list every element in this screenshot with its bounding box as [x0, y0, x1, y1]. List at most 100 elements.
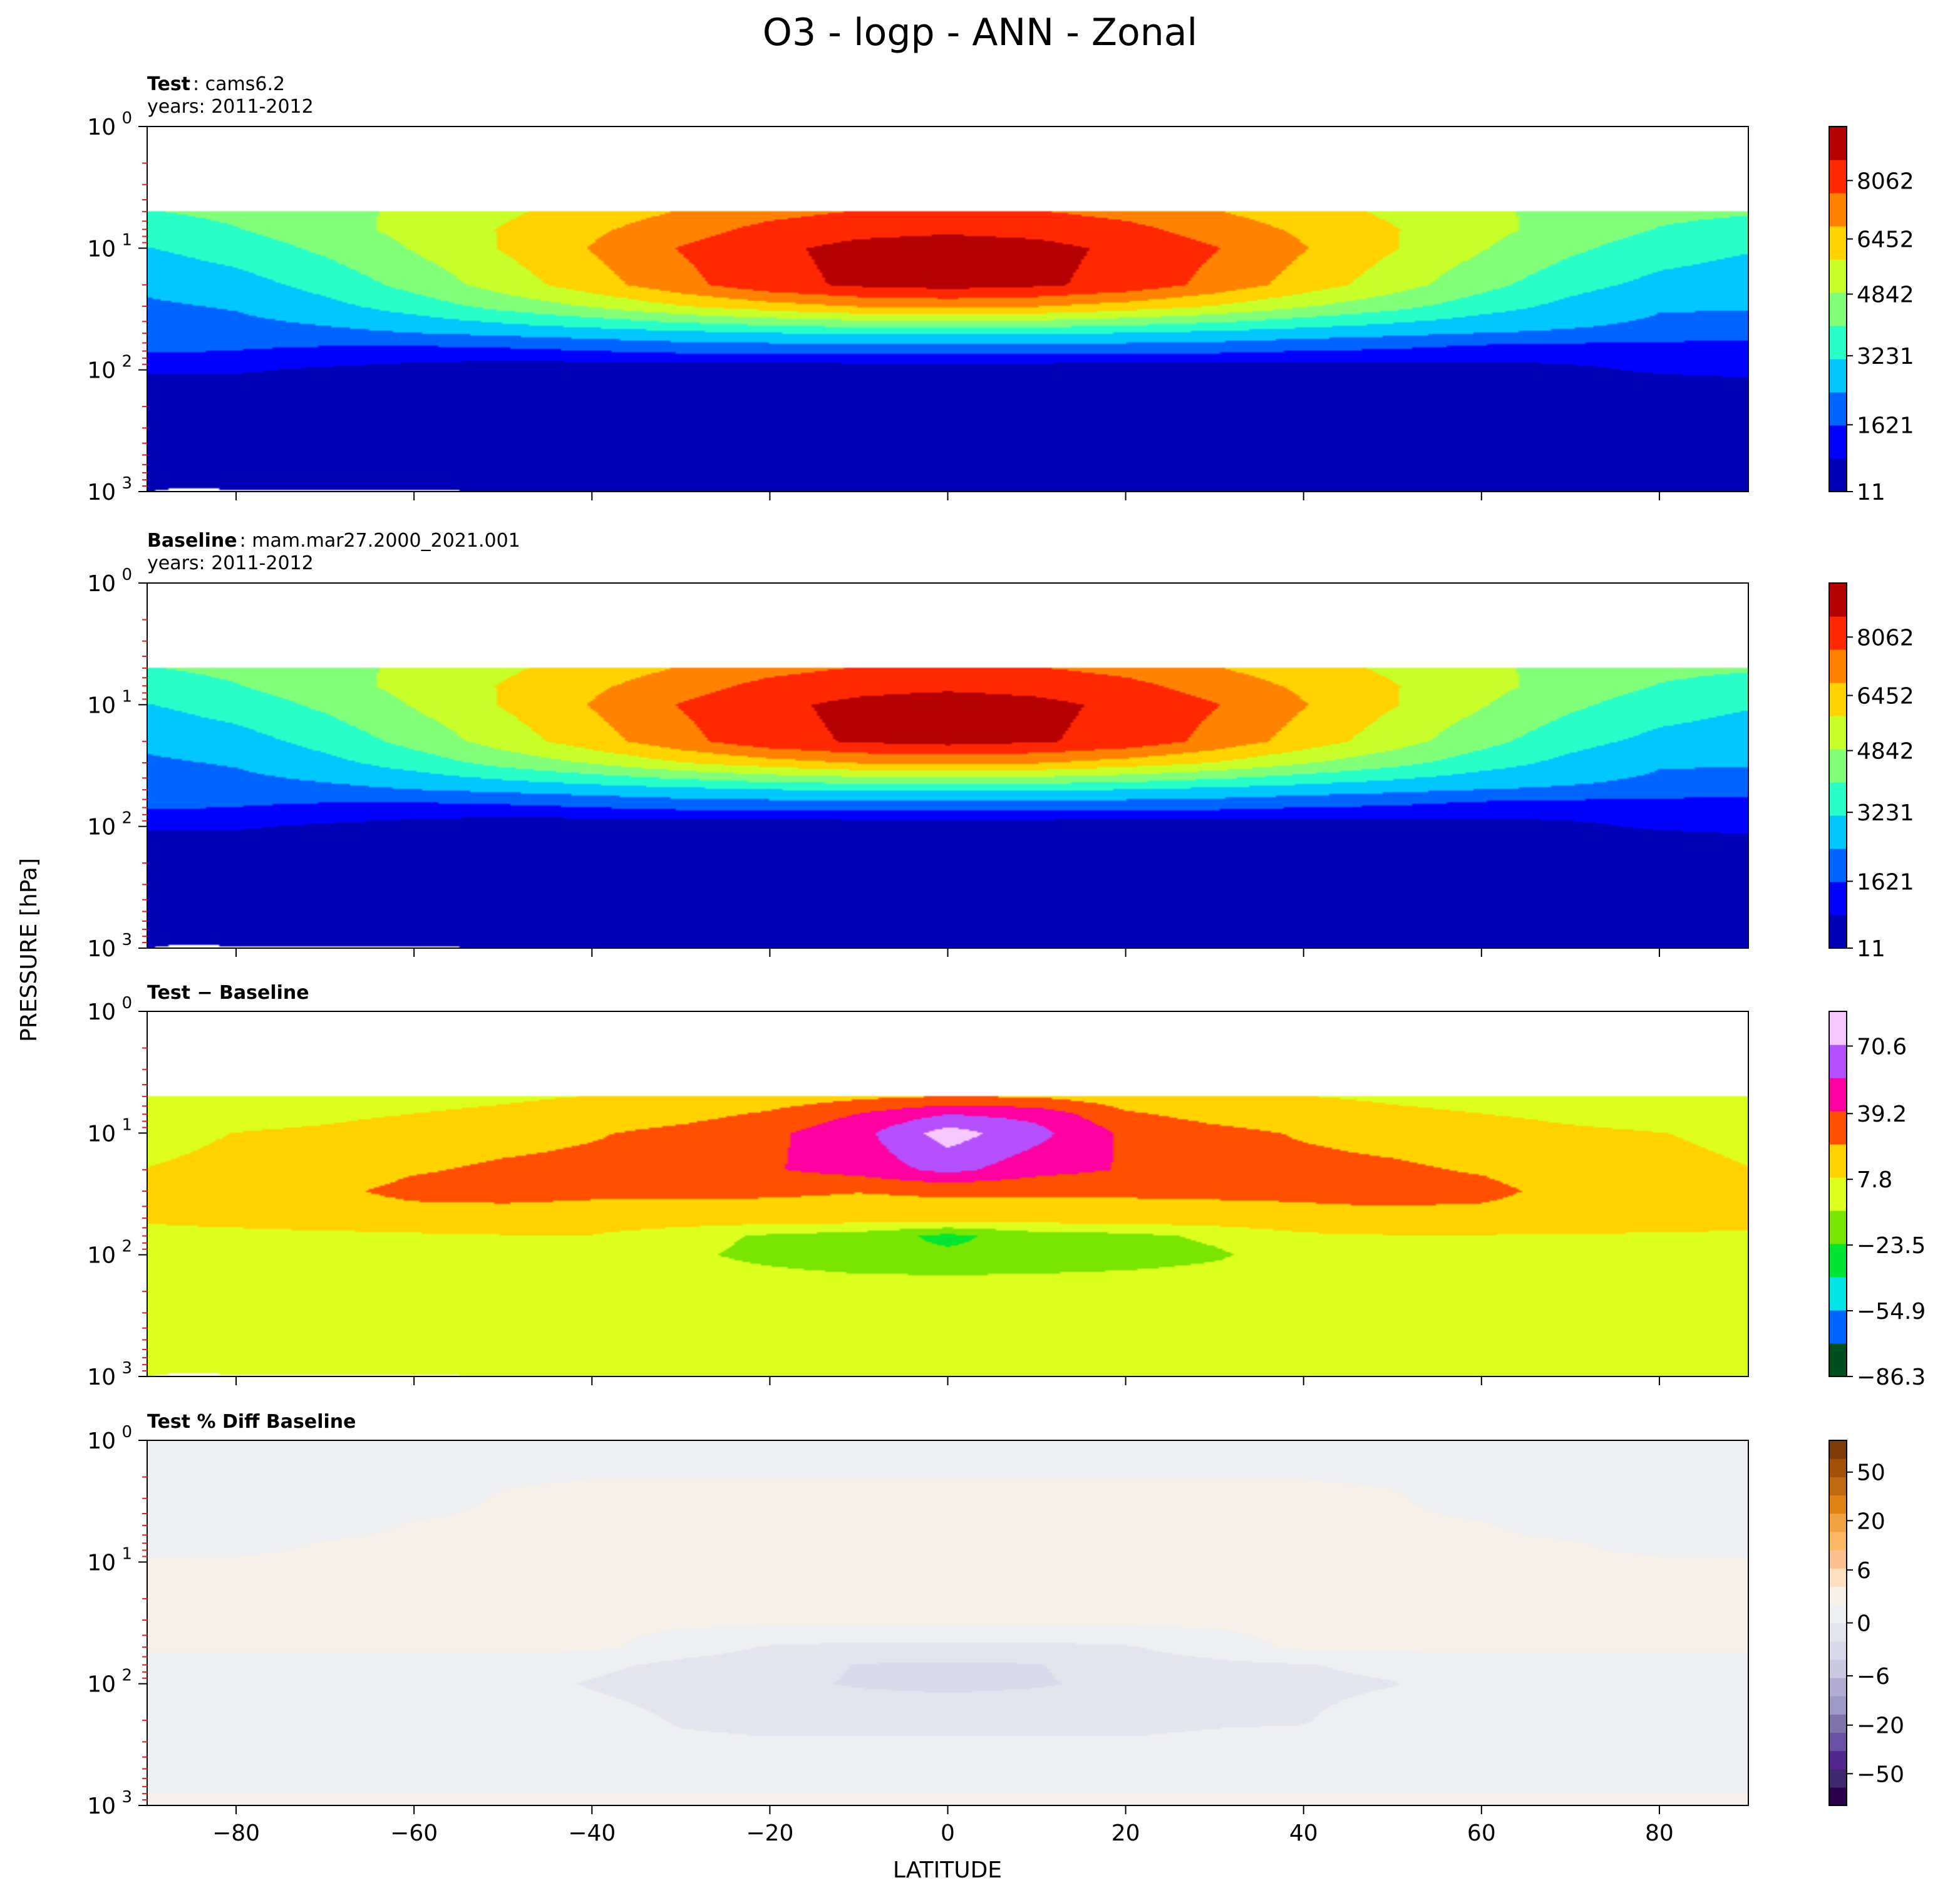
y-tick-label: 10	[87, 1243, 116, 1269]
colorbar-swatch	[1829, 1623, 1847, 1642]
y-tick-exponent: 2	[121, 1666, 132, 1685]
y-tick-label: 10	[87, 936, 116, 962]
x-tick-label: −40	[568, 1820, 616, 1846]
colorbar-swatch	[1829, 1586, 1847, 1605]
y-tick-base: 10	[87, 815, 116, 840]
colorbar-tick-label: 6	[1857, 1558, 1871, 1584]
colorbar-swatch	[1829, 849, 1847, 882]
contour-field	[147, 1011, 1748, 1376]
colorbar-tick-label: 3231	[1857, 344, 1914, 369]
colorbar-swatch	[1829, 1787, 1847, 1806]
y-tick-label: 10	[87, 1794, 116, 1819]
y-tick-base: 10	[87, 693, 116, 718]
colorbar-tick-label: 11	[1857, 480, 1885, 505]
colorbar-swatch	[1829, 359, 1847, 393]
y-tick-base: 10	[87, 1672, 116, 1698]
y-tick-label: 10	[87, 1550, 116, 1576]
colorbar-frame	[1828, 1011, 1847, 1377]
colorbar-swatch	[1829, 292, 1847, 326]
panel-title-bold: Test % Diff Baseline	[147, 1411, 356, 1433]
colorbar-tick-label: 50	[1857, 1460, 1885, 1486]
colorbar-tick-label: 20	[1857, 1509, 1885, 1534]
colorbar-tick-label: 0	[1857, 1611, 1871, 1637]
colorbar-tick-label: 8062	[1857, 625, 1914, 651]
colorbar-swatch	[1829, 683, 1847, 716]
colorbar-swatch	[1829, 915, 1847, 949]
y-tick-base: 10	[87, 999, 116, 1025]
y-tick-label: 10	[87, 480, 116, 505]
colorbar-swatch	[1829, 1011, 1847, 1045]
y-tick-label: 10	[87, 693, 116, 718]
colorbar-swatch	[1829, 1440, 1847, 1459]
colorbar-swatch	[1829, 1244, 1847, 1278]
x-tick-label: −20	[746, 1820, 793, 1846]
colorbar-tick-label: 1621	[1857, 413, 1914, 438]
colorbar-swatch	[1829, 649, 1847, 683]
colorbar-tick-label: 4842	[1857, 282, 1914, 308]
y-tick-exponent: 3	[121, 474, 132, 493]
colorbar-tick-label: −50	[1857, 1762, 1904, 1787]
x-tick-label: 20	[1112, 1820, 1140, 1846]
colorbar-swatch	[1829, 1659, 1847, 1678]
colorbar-tick-label: −54.9	[1857, 1299, 1926, 1324]
colorbar-swatch	[1829, 1513, 1847, 1532]
colorbar-tick-label: 7.8	[1857, 1167, 1892, 1193]
colorbar-swatch	[1829, 1211, 1847, 1244]
y-tick-base: 10	[87, 480, 116, 505]
x-tick-label: 0	[941, 1820, 955, 1846]
y-tick-base: 10	[87, 358, 116, 384]
colorbar-swatch	[1829, 1677, 1847, 1696]
colorbar-swatch	[1829, 1732, 1847, 1752]
y-tick-exponent: 2	[121, 809, 132, 828]
y-tick-exponent: 0	[121, 565, 132, 584]
y-tick-exponent: 2	[121, 353, 132, 371]
colorbar-swatch	[1829, 749, 1847, 783]
contour-field	[147, 126, 1748, 492]
panel-baseline: Baseline: mam.mar27.2000_2021.001years: …	[87, 530, 1914, 962]
colorbar-swatch	[1829, 1045, 1847, 1078]
colorbar-swatch	[1829, 1568, 1847, 1587]
y-tick-exponent: 0	[121, 109, 132, 128]
y-tick-label: 10	[87, 1121, 116, 1147]
y-tick-label: 10	[87, 1365, 116, 1390]
panel-subtitle: years: 2011-2012	[147, 552, 314, 574]
panel-title-bold: Test − Baseline	[147, 982, 309, 1004]
y-tick-base: 10	[87, 1794, 116, 1819]
colorbar: 8062 6452 4842 3231 1621 11	[1828, 582, 1914, 962]
colorbar-swatch	[1829, 716, 1847, 750]
colorbar-swatch	[1829, 1768, 1847, 1788]
y-tick-label: 10	[87, 999, 116, 1025]
x-tick-label: −60	[390, 1820, 438, 1846]
colorbar-swatch	[1829, 259, 1847, 293]
colorbar-swatch	[1829, 1177, 1847, 1211]
colorbar-tick-label: 70.6	[1857, 1034, 1907, 1060]
y-tick-exponent: 3	[121, 1788, 132, 1807]
x-tick-label: 60	[1467, 1820, 1496, 1846]
y-tick-base: 10	[87, 236, 116, 262]
y-tick-base: 10	[87, 115, 116, 140]
colorbar-swatch	[1829, 1144, 1847, 1178]
colorbar-tick-label: 39.2	[1857, 1102, 1907, 1127]
contour-field	[147, 583, 1748, 948]
colorbar-swatch	[1829, 1495, 1847, 1514]
colorbar-swatch	[1829, 1549, 1847, 1569]
x-tick-label: −80	[212, 1820, 260, 1846]
x-tick-label: 80	[1645, 1820, 1674, 1846]
y-tick-label: 10	[87, 815, 116, 840]
colorbar-tick-label: 6452	[1857, 227, 1914, 253]
y-tick-label: 10	[87, 115, 116, 140]
y-tick-base: 10	[87, 936, 116, 962]
x-axis-label: LATITUDE	[893, 1857, 1002, 1883]
colorbar-swatch	[1829, 1604, 1847, 1624]
colorbar-frame	[1828, 582, 1847, 949]
y-tick-base: 10	[87, 1428, 116, 1454]
panel-title-bold: Test	[147, 73, 190, 95]
colorbar-swatch	[1829, 425, 1847, 459]
colorbar-swatch	[1829, 782, 1847, 816]
y-tick-base: 10	[87, 1243, 116, 1269]
colorbar-swatch	[1829, 1531, 1847, 1551]
y-tick-exponent: 2	[121, 1237, 132, 1256]
